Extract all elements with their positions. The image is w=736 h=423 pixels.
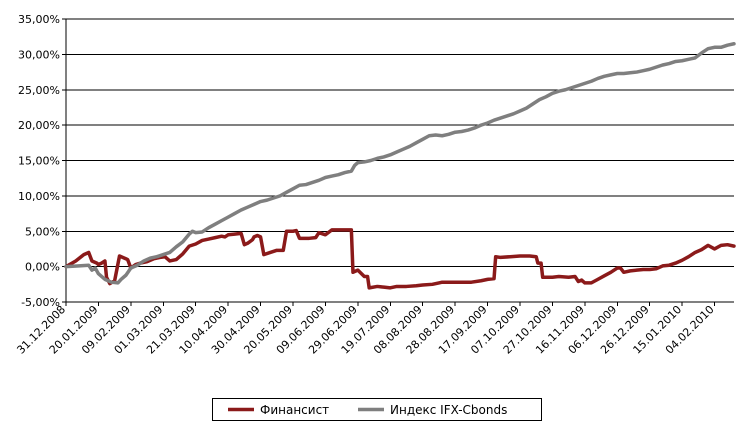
y-axis-tick-labels: -5,00% 0,00% 5,00% 10,00% 15,00% 20,00% 25,00%… — [18, 13, 60, 309]
y-tick-label: 10,00% — [18, 190, 60, 203]
legend-label: Финансист — [260, 403, 329, 417]
y-tick-label: 35,00% — [18, 13, 60, 26]
y-tick-label: 25,00% — [18, 84, 60, 97]
y-tick-label: -5,00% — [21, 296, 60, 309]
y-tick-label: 5,00% — [25, 225, 60, 238]
series-lines — [64, 42, 736, 290]
x-axis-tick-labels: 31.12.200820.01.200909.02.200901.03.2009… — [14, 303, 716, 357]
y-tick-label: 30,00% — [18, 48, 60, 61]
y-tick-label: 0,00% — [25, 261, 60, 274]
y-tick-label: 15,00% — [18, 155, 60, 168]
y-tick-label: 20,00% — [18, 119, 60, 132]
gridlines — [62, 18, 734, 303]
series-line-1 — [64, 42, 736, 285]
series-line-0 — [64, 228, 736, 290]
axes — [65, 19, 716, 306]
legend: Финансист Индекс IFX-Cbonds — [212, 398, 542, 421]
legend-label: Индекс IFX-Cbonds — [390, 403, 507, 417]
